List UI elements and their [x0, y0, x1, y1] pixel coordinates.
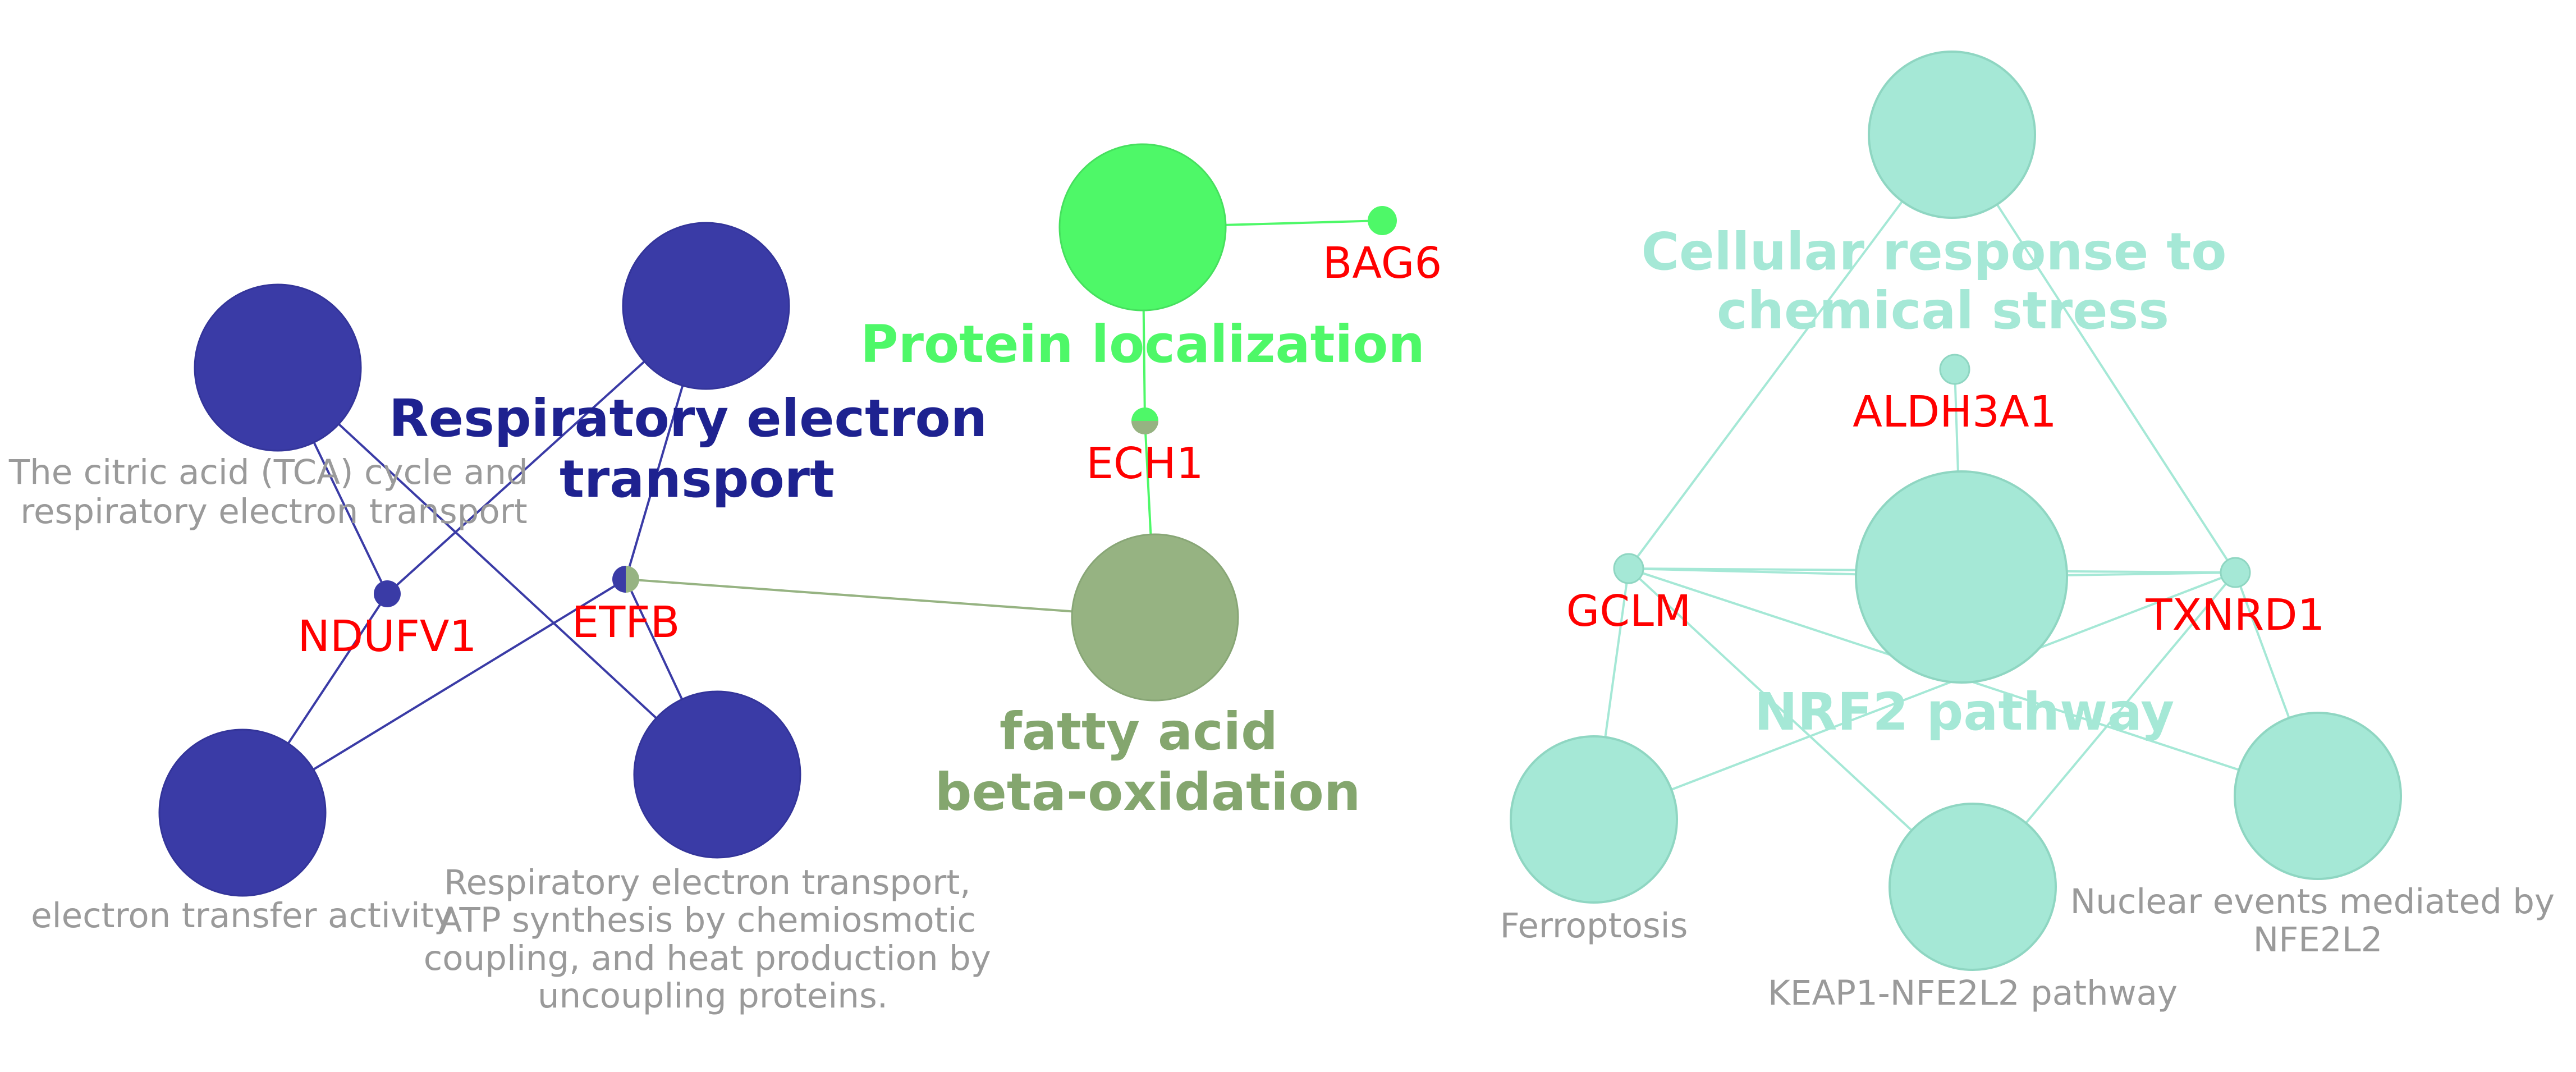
node-txnrd1[interactable] [2220, 557, 2251, 588]
term-label-ferroptosis: Ferroptosis [1500, 906, 1688, 946]
node-ech1[interactable] [1131, 407, 1158, 434]
edge-etfb-fatty-acid [625, 578, 1156, 619]
node-resp-top[interactable] [622, 222, 790, 390]
node-ndufv1[interactable] [374, 580, 401, 607]
gene-label-ndufv1: NDUFV1 [297, 612, 476, 662]
edge-stress-gclm [1628, 134, 1953, 570]
gene-label-aldh3a1: ALDH3A1 [1853, 387, 2056, 437]
node-protein-localization[interactable] [1058, 143, 1227, 311]
node-nrf2-pathway[interactable] [1855, 470, 2068, 684]
edge-stress-txnrd1 [1951, 134, 2236, 574]
term-label-nuclear-events: Nuclear events mediated by NFE2L2 [2070, 882, 2566, 960]
node-etfb[interactable] [612, 566, 639, 593]
cluster-title-nrf2-pathway: NRF2 pathway [1754, 682, 2174, 742]
edge-txnrd1-ferroptosis [1593, 571, 2236, 821]
gene-label-gclm: GCLM [1566, 587, 1692, 636]
gene-label-ech1: ECH1 [1086, 439, 1203, 489]
cluster-title-cellular-stress: Cellular response to chemical stress [1642, 222, 2245, 341]
node-cellular-stress[interactable] [1868, 51, 2036, 219]
cluster-title-respiratory: Respiratory electron transport [389, 388, 1005, 509]
cluster-titles: Respiratory electron transport Protein l… [389, 222, 2245, 822]
term-label-electron-transfer: electron transfer activity [31, 896, 454, 936]
node-bag6[interactable] [1368, 206, 1397, 235]
cluster-title-fatty-acid: fatty acid beta-oxidation [935, 702, 1361, 822]
node-ferroptosis[interactable] [1510, 735, 1678, 904]
edge-tca-resp-atp [277, 367, 718, 776]
gene-labels: NDUFV1 ETFB ECH1 BAG6 ALDH3A1 GCLM TXNRD… [297, 239, 2325, 662]
node-nuclear-events[interactable] [2234, 712, 2402, 880]
node-electron-transfer[interactable] [158, 729, 327, 897]
term-label-tca: The citric acid (TCA) cycle and respirat… [8, 452, 539, 532]
node-gclm[interactable] [1613, 553, 1644, 584]
gene-label-etfb: ETFB [572, 598, 680, 648]
gene-label-bag6: BAG6 [1323, 239, 1442, 288]
node-resp-atp[interactable] [633, 690, 801, 859]
node-aldh3a1[interactable] [1939, 354, 1970, 385]
gene-label-txnrd1: TXNRD1 [2145, 590, 2325, 640]
term-label-resp-atp: Respiratory electron transport, ATP synt… [424, 863, 1002, 1016]
node-keap1[interactable] [1889, 803, 2057, 971]
cluster-title-protein-localization: Protein localization [860, 314, 1425, 374]
node-fatty-acid[interactable] [1071, 533, 1239, 702]
term-label-keap1: KEAP1-NFE2L2 pathway [1768, 973, 2178, 1013]
term-labels: The citric acid (TCA) cycle and respirat… [8, 452, 2566, 1016]
node-tca[interactable] [194, 283, 362, 452]
nodes [158, 51, 2402, 971]
